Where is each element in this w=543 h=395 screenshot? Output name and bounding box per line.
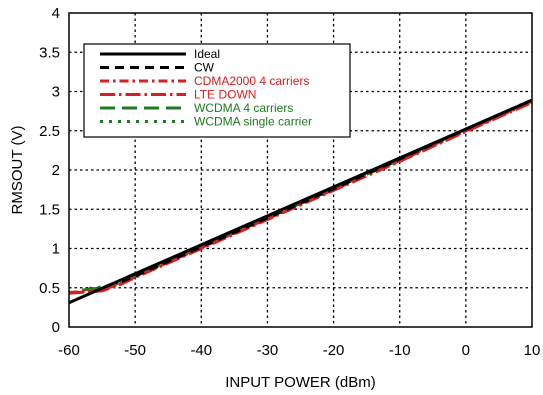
y-tick-label: 4 (52, 5, 60, 22)
legend-label: Ideal (194, 47, 220, 61)
x-tick-label: -40 (190, 342, 212, 359)
legend-label: WCDMA single carrier (194, 115, 312, 129)
series-layer (68, 98, 533, 305)
x-tick-label: -10 (389, 342, 411, 359)
x-tick-label: 10 (524, 342, 541, 359)
y-tick-label: 1 (52, 241, 60, 258)
x-tick-label: -50 (124, 342, 146, 359)
y-tick-label: 0.5 (39, 280, 60, 297)
y-tick-labels: 0 0.5 1 1.5 2 2.5 3 3.5 4 (39, 5, 60, 336)
y-tick-label: 2 (52, 162, 60, 179)
y-tick-label: 3 (52, 84, 60, 101)
x-tick-label: -20 (323, 342, 345, 359)
y-tick-label: 0 (52, 319, 60, 336)
x-tick-label: -60 (58, 342, 80, 359)
legend-label: WCDMA 4 carriers (194, 101, 293, 115)
plot-frame (68, 12, 533, 328)
y-axis-title: RMSOUT (V) (9, 126, 26, 215)
y-tick-label: 3.5 (39, 44, 60, 61)
legend-label: LTE DOWN (194, 88, 256, 102)
x-tick-labels: -60 -50 -40 -30 -20 -10 0 10 (58, 342, 540, 359)
y-tick-label: 2.5 (39, 123, 60, 140)
x-tick-label: 0 (462, 342, 470, 359)
x-tick-label: -30 (257, 342, 279, 359)
legend-label: CW (194, 61, 215, 75)
series-line-ideal (68, 98, 533, 305)
legend-label: CDMA2000 4 carriers (194, 74, 309, 88)
x-axis-title: INPUT POWER (dBm) (225, 374, 376, 391)
y-tick-label: 1.5 (39, 201, 60, 218)
